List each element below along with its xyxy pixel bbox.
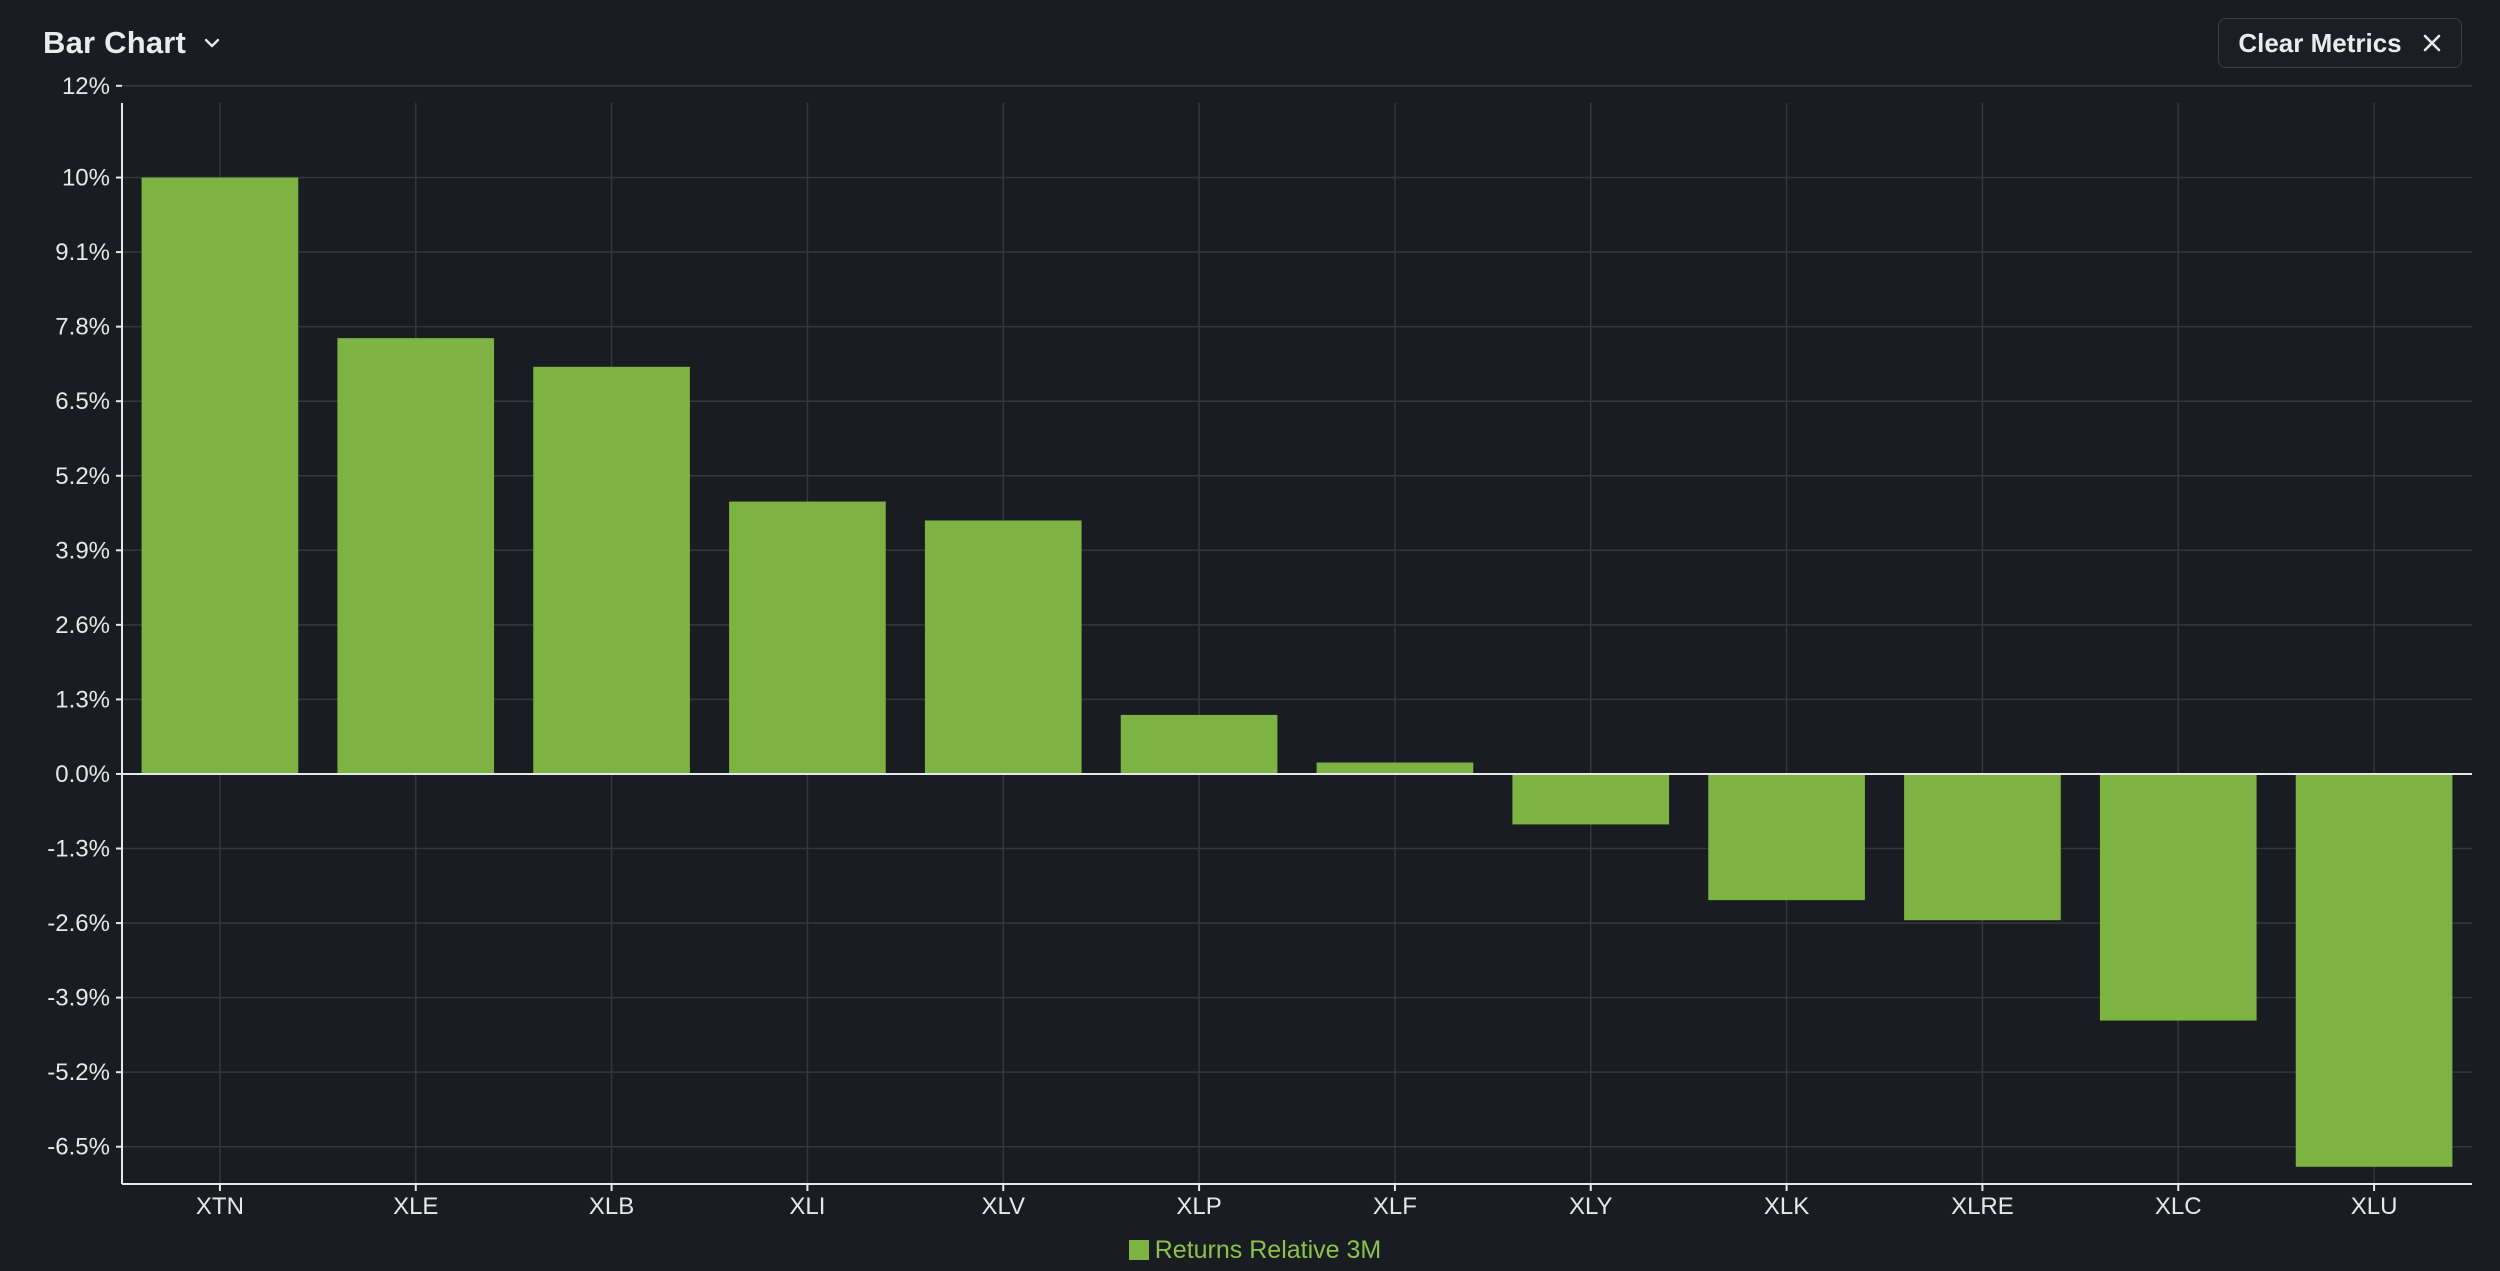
bar-xli[interactable] bbox=[729, 501, 886, 774]
clear-metrics-label: Clear Metrics bbox=[2238, 27, 2402, 58]
x-tick-label: XLB bbox=[589, 1193, 634, 1220]
y-tick-label: 12% bbox=[62, 73, 110, 100]
bar-xtn[interactable] bbox=[141, 177, 299, 774]
y-tick-label: -2.6% bbox=[47, 910, 110, 937]
x-tick-label: XLP bbox=[1176, 1193, 1221, 1220]
chevron-down-icon bbox=[204, 38, 220, 48]
bar-xlk[interactable] bbox=[1708, 773, 1865, 901]
y-tick-label: -6.5% bbox=[47, 1134, 110, 1161]
chart-legend: Returns Relative 3M bbox=[0, 1232, 2500, 1268]
legend-item[interactable]: Returns Relative 3M bbox=[1128, 1235, 1382, 1265]
bar-chart: 12% 10% 9.1% 7.8% 6.5% 5.2% 3.9% 2.6% 1.3% 0.0% -1… bbox=[47, 73, 2472, 1220]
y-tick-label: 7.8% bbox=[55, 314, 110, 341]
y-tick-label: 3.9% bbox=[55, 537, 110, 564]
y-tick-label: 0.0% bbox=[55, 761, 110, 788]
y-axis-ticks: 12% 10% 9.1% 7.8% 6.5% 5.2% 3.9% 2.6% 1.3% 0.0% -1… bbox=[47, 73, 110, 1161]
x-tick-label: XLE bbox=[393, 1193, 438, 1220]
x-tick-label: XTN bbox=[196, 1193, 244, 1220]
legend-label: Returns Relative 3M bbox=[1154, 1235, 1382, 1264]
clear-metrics-button[interactable]: Clear Metrics bbox=[2218, 18, 2462, 68]
x-tick-label: XLK bbox=[1764, 1193, 1809, 1220]
bar-xle[interactable] bbox=[337, 338, 495, 774]
grid-lines bbox=[122, 85, 2472, 1184]
y-tick-label: -3.9% bbox=[47, 985, 110, 1012]
x-axis-ticks: XTN XLE XLB XLI XLV XLP XLF XLY XLK XLRE XLC XLU bbox=[196, 1193, 2398, 1220]
y-tick-label: 5.2% bbox=[55, 463, 110, 490]
x-tick-label: XLY bbox=[1569, 1193, 1613, 1220]
bars bbox=[141, 177, 2453, 1167]
bar-xlp[interactable] bbox=[1120, 714, 1278, 774]
y-tick-label: 9.1% bbox=[55, 239, 110, 266]
axes bbox=[116, 84, 2472, 1191]
chart-type-dropdown[interactable]: Bar Chart bbox=[43, 18, 220, 68]
x-tick-label: XLRE bbox=[1951, 1193, 2014, 1220]
bar-xlv[interactable] bbox=[924, 520, 1082, 774]
bar-xlu[interactable] bbox=[2295, 773, 2453, 1167]
bar-xlb[interactable] bbox=[533, 366, 690, 774]
chart-type-title: Bar Chart bbox=[43, 25, 187, 60]
y-tick-label: 10% bbox=[62, 165, 110, 192]
y-tick-label: 1.3% bbox=[55, 686, 110, 713]
chart-header: Bar Chart Clear Metrics bbox=[0, 0, 2500, 88]
legend-swatch bbox=[1128, 1240, 1149, 1260]
bar-xlre[interactable] bbox=[1904, 773, 2061, 921]
y-tick-label: -1.3% bbox=[47, 836, 110, 863]
x-tick-label: XLC bbox=[2155, 1193, 2202, 1220]
bar-xlc[interactable] bbox=[2099, 773, 2257, 1021]
x-tick-label: XLV bbox=[981, 1193, 1025, 1220]
close-icon bbox=[2422, 33, 2442, 53]
x-tick-label: XLI bbox=[789, 1193, 825, 1220]
y-tick-label: -5.2% bbox=[47, 1059, 110, 1086]
bar-xlf[interactable] bbox=[1316, 762, 1474, 774]
x-tick-label: XLF bbox=[1373, 1193, 1417, 1220]
y-tick-label: 2.6% bbox=[55, 612, 110, 639]
x-tick-label: XLU bbox=[2351, 1193, 2398, 1220]
y-tick-label: 6.5% bbox=[55, 388, 110, 415]
bar-xly[interactable] bbox=[1512, 773, 1670, 825]
